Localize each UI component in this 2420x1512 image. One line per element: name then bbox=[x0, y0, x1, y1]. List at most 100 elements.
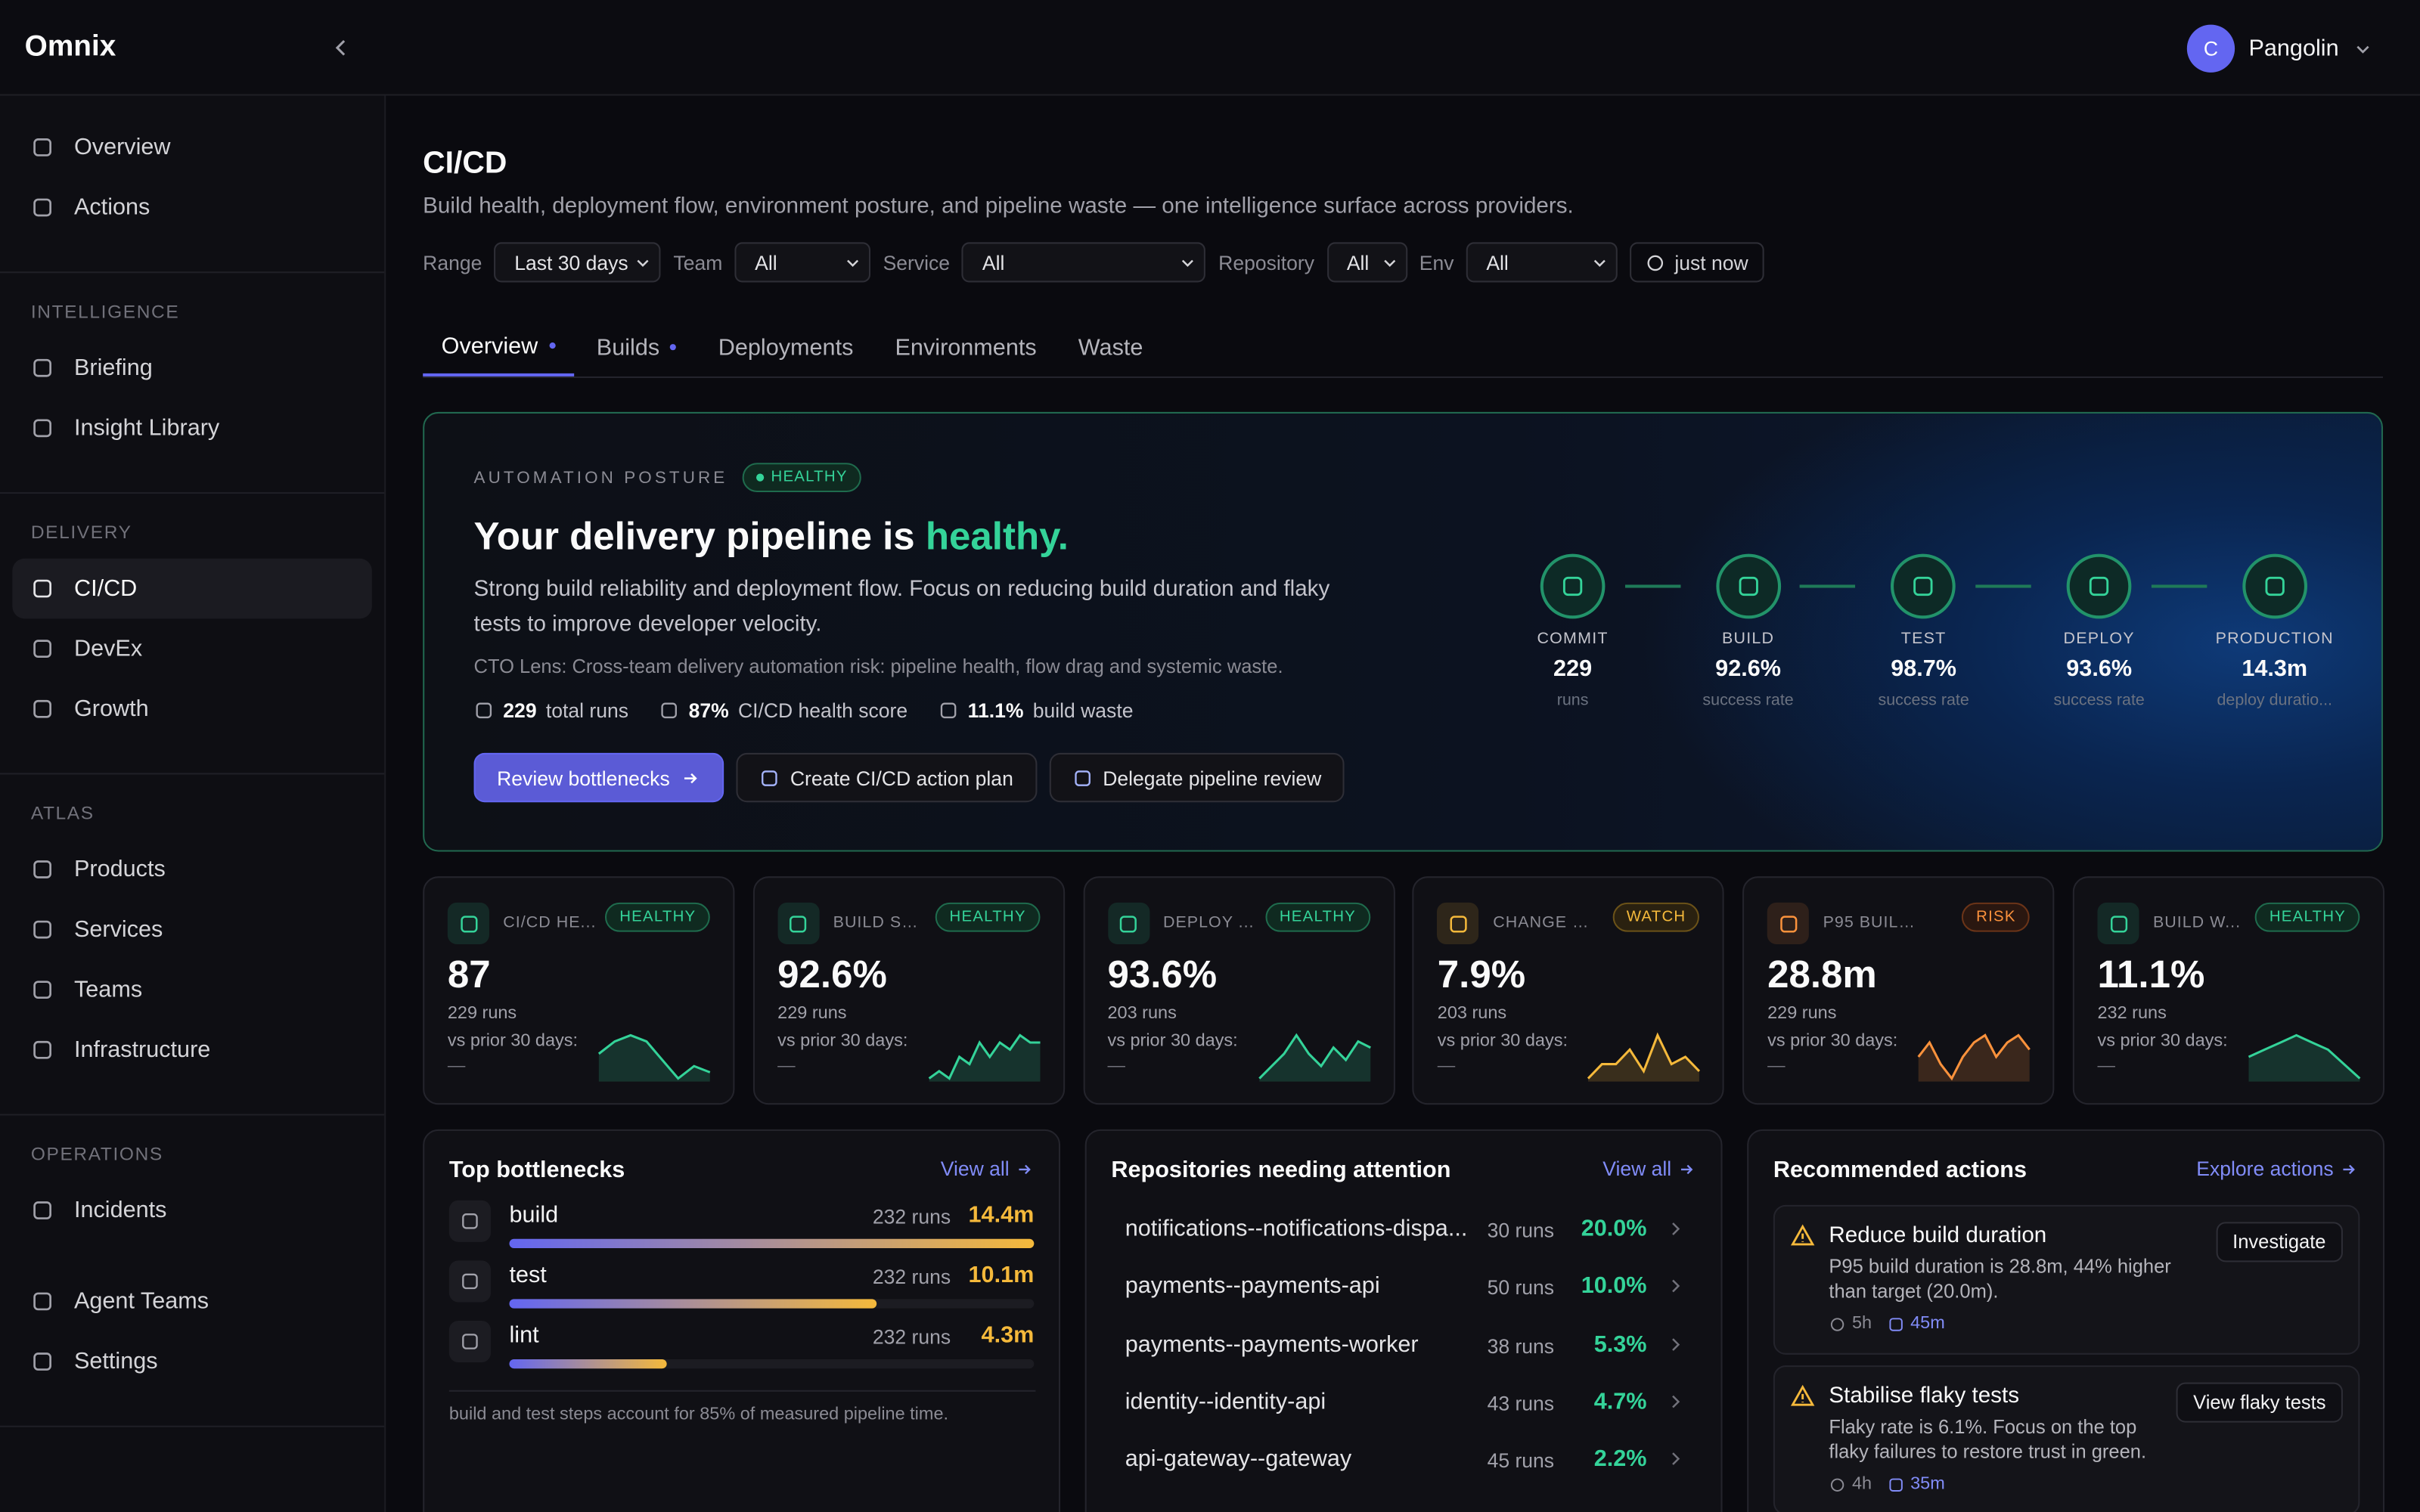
action-card: Reduce build duration P95 build duration … bbox=[1773, 1204, 2360, 1355]
kpi-delta: — bbox=[777, 1056, 796, 1076]
brand: Omnix bbox=[24, 30, 116, 64]
nav-item[interactable]: Services bbox=[12, 900, 372, 960]
filter-value: All bbox=[1486, 250, 1509, 274]
filter-select[interactable]: Last 30 days bbox=[494, 242, 662, 283]
nav-item[interactable]: Actions bbox=[12, 178, 372, 238]
kpi-compare: vs prior 30 days: bbox=[1437, 1032, 1568, 1051]
filter-label: Env bbox=[1419, 250, 1454, 274]
nav-item[interactable]: Insight Library bbox=[12, 398, 372, 459]
stage-value: 14.3m bbox=[2242, 655, 2308, 683]
tab[interactable]: Overview bbox=[423, 318, 574, 376]
icon-shape bbox=[462, 1213, 478, 1229]
filter-select[interactable]: All bbox=[734, 242, 871, 283]
hero-button[interactable]: Create CI/CD action plan bbox=[736, 752, 1037, 803]
filter-select[interactable]: All bbox=[962, 242, 1206, 283]
tab-indicator bbox=[548, 342, 555, 349]
repo-runs: 38 runs bbox=[1487, 1334, 1555, 1358]
icon bbox=[1672, 1452, 1680, 1466]
step-duration: 4.3m bbox=[981, 1321, 1035, 1349]
sparkline bbox=[928, 1033, 1041, 1082]
filter-select[interactable]: All bbox=[1326, 242, 1407, 283]
stage-name: PRODUCTION bbox=[2215, 629, 2334, 649]
icon-shape bbox=[2109, 915, 2127, 932]
chevron bbox=[1665, 1449, 1686, 1477]
panel: Top bottlenecks View all build 232 runs 14.4… bbox=[423, 1129, 1061, 1512]
repo-row[interactable]: identity--identity-api 43 runs 4.7% bbox=[1111, 1383, 1698, 1421]
tab[interactable]: Environments bbox=[876, 318, 1055, 376]
repo-row[interactable]: notifications--notifications-dispa... 30 … bbox=[1111, 1211, 1698, 1248]
avatar: C bbox=[2186, 24, 2235, 73]
hero-button[interactable]: Review bottlenecks bbox=[473, 752, 724, 803]
tab[interactable]: Deployments bbox=[700, 318, 872, 376]
collapse-button[interactable] bbox=[329, 36, 354, 68]
filters: Range Last 30 days Team All Service All Reposi… bbox=[423, 242, 1764, 283]
repo-row[interactable]: payments--payments-api 50 runs 10.0% bbox=[1111, 1269, 1698, 1306]
repo-row[interactable]: payments--payments-worker 38 runs 5.3% bbox=[1111, 1326, 1698, 1363]
user-menu[interactable]: C Pangolin bbox=[2186, 24, 2375, 73]
action-button[interactable]: View flaky tests bbox=[2176, 1382, 2343, 1423]
action-card: Stabilise flaky tests Flaky rate is 6.1%.… bbox=[1773, 1365, 2360, 1512]
divider bbox=[0, 1424, 385, 1427]
nav-item[interactable]: CI/CD bbox=[12, 558, 372, 619]
kpi-badge: HEALTHY bbox=[1265, 902, 1370, 932]
icon bbox=[2109, 915, 2127, 932]
nav-section-title: INTELLIGENCE bbox=[30, 300, 180, 323]
hero-button[interactable]: Delegate pipeline review bbox=[1048, 752, 1345, 803]
nav-bottom: Agent Teams Settings bbox=[12, 1271, 372, 1391]
divider bbox=[448, 1390, 1036, 1392]
stage-caption: success rate bbox=[1702, 691, 1794, 710]
tab[interactable]: Builds bbox=[578, 318, 695, 376]
repo-rate: 5.3% bbox=[1593, 1331, 1647, 1358]
kpi-runs: 203 runs bbox=[1107, 1004, 1177, 1024]
icon bbox=[1914, 576, 1934, 596]
repo-row[interactable]: api-gateway--gateway 45 runs 2.2% bbox=[1111, 1442, 1698, 1479]
nav-item[interactable]: Teams bbox=[12, 959, 372, 1020]
nav-item[interactable]: Products bbox=[12, 839, 372, 900]
panel-link[interactable]: View all bbox=[1602, 1157, 1696, 1180]
kpi-delta: — bbox=[1437, 1056, 1456, 1076]
icon-shape bbox=[33, 1201, 51, 1219]
icon-shape bbox=[460, 915, 477, 932]
nav-item[interactable]: DevEx bbox=[12, 618, 372, 679]
panel: Recommended actions Explore actions Reduce… bbox=[1747, 1129, 2385, 1512]
icon-shape bbox=[33, 419, 51, 438]
nav-item[interactable]: Briefing bbox=[12, 338, 372, 398]
nav-item[interactable]: Settings bbox=[12, 1331, 372, 1391]
hero-eyebrow: AUTOMATION POSTURE HEALTHY bbox=[474, 463, 862, 493]
action-body: P95 build duration is 28.8m, 44% higher … bbox=[1829, 1256, 2171, 1303]
icon-shape bbox=[1889, 1477, 1903, 1491]
kpi-runs: 229 runs bbox=[447, 1004, 517, 1024]
nav-item[interactable]: Incidents bbox=[12, 1180, 372, 1241]
filter-select[interactable]: All bbox=[1466, 242, 1618, 283]
icon-shape bbox=[1830, 1317, 1844, 1331]
icon-shape bbox=[1830, 1477, 1844, 1491]
icon-shape bbox=[1889, 1317, 1903, 1331]
nav-item[interactable]: Overview bbox=[12, 117, 372, 178]
page-subtitle: Build health, deployment flow, environme… bbox=[423, 194, 1574, 219]
nav-label: DevEx bbox=[73, 635, 143, 662]
nav-item[interactable]: Growth bbox=[12, 679, 372, 739]
filter-label: Repository bbox=[1218, 250, 1314, 274]
refresh-button[interactable]: just now bbox=[1630, 242, 1764, 283]
icon bbox=[1830, 1477, 1844, 1491]
icon-shape bbox=[462, 1273, 478, 1290]
action-button[interactable]: Investigate bbox=[2215, 1222, 2343, 1263]
nav-item[interactable]: Infrastructure bbox=[12, 1020, 372, 1080]
user-name: Pangolin bbox=[2248, 35, 2339, 62]
icon-shape bbox=[1074, 770, 1090, 785]
stage-connector bbox=[1800, 584, 1856, 588]
tab[interactable]: Waste bbox=[1060, 318, 1162, 376]
icon-shape bbox=[638, 259, 650, 267]
icon bbox=[460, 915, 477, 932]
repo-name: payments--payments-api bbox=[1125, 1273, 1380, 1300]
panel-link[interactable]: View all bbox=[941, 1157, 1035, 1180]
nav-item[interactable]: Agent Teams bbox=[12, 1271, 372, 1331]
action-body: Flaky rate is 6.1%. Focus on the top fla… bbox=[1829, 1416, 2147, 1463]
repo-name: payments--payments-worker bbox=[1125, 1331, 1419, 1358]
chevron bbox=[1665, 1334, 1686, 1362]
panel-link[interactable]: Explore actions bbox=[2196, 1157, 2358, 1180]
icon-shape bbox=[33, 1291, 51, 1310]
kpi-title: P95 BUILD DU... bbox=[1823, 913, 1919, 932]
